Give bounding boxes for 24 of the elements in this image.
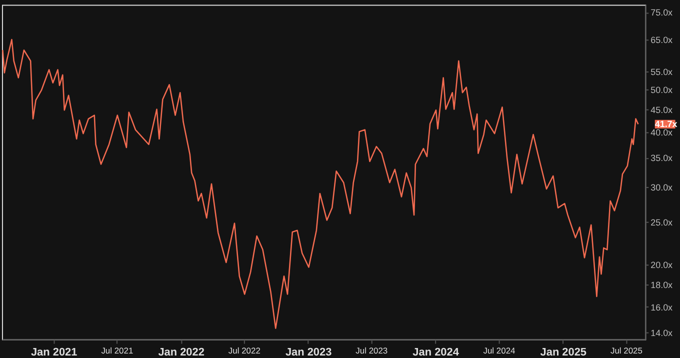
y-tick-label: 25.0x xyxy=(650,217,674,228)
x-tick-label: Jan 2023 xyxy=(285,346,332,358)
y-tick-label: 35.0x xyxy=(650,153,674,164)
x-tick-label: Jul 2024 xyxy=(483,346,516,356)
y-tick-label: 18.0x xyxy=(650,280,674,290)
y-tick-label: 55.0x xyxy=(650,66,674,77)
y-tick-label: 20.0x xyxy=(650,260,674,270)
y-tick-label: 45.0x xyxy=(650,105,674,116)
y-tick-label: 14.0x xyxy=(650,328,674,338)
x-tick-label: Jan 2022 xyxy=(158,346,204,358)
x-tick-label: Jul 2023 xyxy=(356,346,388,356)
line-series xyxy=(2,38,639,329)
x-tick-label: Jul 2025 xyxy=(610,346,643,356)
y-tick-label: 16.0x xyxy=(650,302,674,312)
x-tick-label: Jul 2022 xyxy=(228,346,261,356)
x-tick-label: Jan 2024 xyxy=(412,346,460,358)
y-tick-label: 75.0x xyxy=(650,8,674,18)
y-tick-label: 30.0x xyxy=(650,182,674,192)
x-tick-label: Jan 2025 xyxy=(540,346,586,358)
y-tick-label: 65.0x xyxy=(650,35,674,46)
y-tick-label: 50.0x xyxy=(650,85,674,96)
x-tick-label: Jul 2021 xyxy=(101,346,134,356)
y-tick-label: 40.0x xyxy=(650,128,674,138)
x-tick-label: Jan 2021 xyxy=(30,346,78,358)
